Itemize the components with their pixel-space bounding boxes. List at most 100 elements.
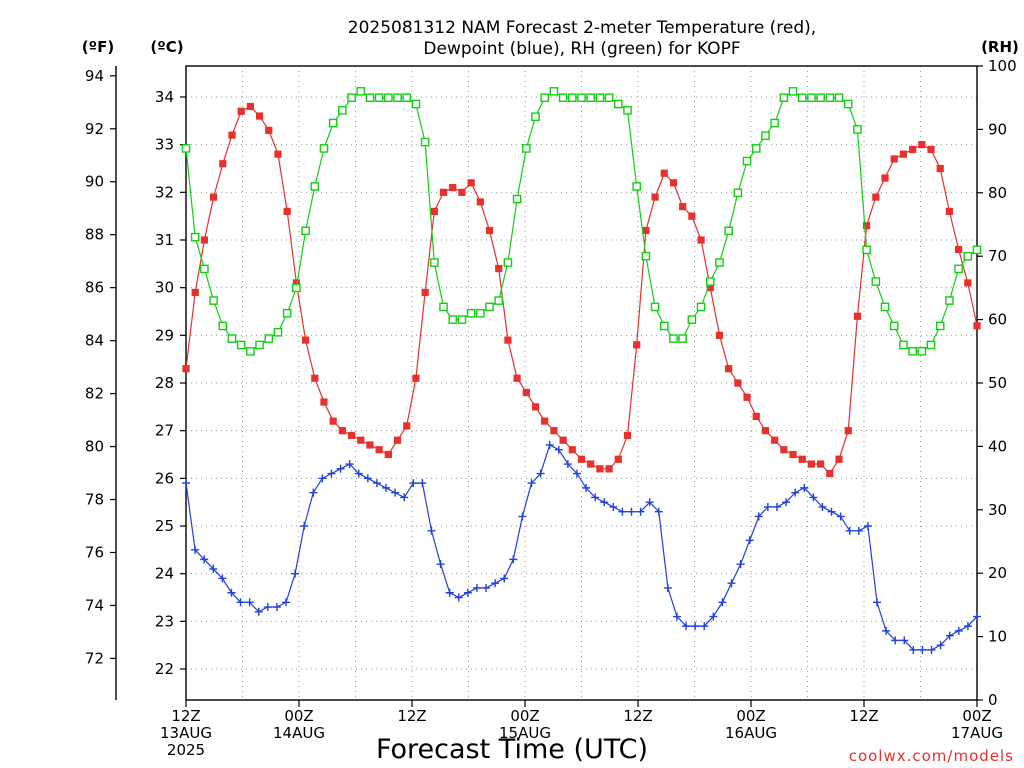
data-point <box>458 188 466 196</box>
data-point <box>274 150 282 158</box>
data-point <box>945 631 954 640</box>
data-point <box>800 483 809 492</box>
data-point <box>872 598 881 607</box>
celsius-tick-label: 27 <box>155 422 174 440</box>
data-point <box>393 436 402 444</box>
data-point <box>418 479 427 488</box>
celsius-tick-label: 26 <box>155 469 174 487</box>
data-point <box>845 526 854 535</box>
data-point <box>582 483 591 492</box>
data-point <box>292 279 300 287</box>
data-point <box>700 622 709 631</box>
data-point <box>309 488 318 497</box>
data-point <box>788 87 798 96</box>
data-point <box>320 398 328 406</box>
data-point <box>449 183 457 192</box>
fahrenheit-tick-label: 92 <box>85 120 104 138</box>
data-point <box>430 207 438 215</box>
data-point <box>880 302 890 312</box>
data-point <box>384 93 393 102</box>
data-point <box>227 334 237 343</box>
x-tick-label: 12Z <box>397 707 426 725</box>
data-point <box>264 334 274 343</box>
data-point <box>613 99 623 109</box>
data-point <box>393 93 402 102</box>
data-point <box>909 645 918 654</box>
data-point <box>835 455 843 463</box>
data-point <box>282 308 292 318</box>
data-point <box>374 93 384 102</box>
data-point <box>623 431 632 440</box>
data-point <box>669 179 678 187</box>
data-point <box>365 93 375 102</box>
data-point <box>572 469 581 478</box>
data-point <box>715 258 724 267</box>
data-point <box>909 145 917 154</box>
data-point <box>448 315 458 324</box>
fahrenheit-unit-label: (ºF) <box>82 38 114 56</box>
data-point <box>587 460 595 468</box>
data-point <box>705 277 715 286</box>
data-point <box>691 622 700 631</box>
data-point <box>347 93 356 102</box>
data-point <box>927 145 935 154</box>
data-point <box>272 603 281 612</box>
data-point <box>563 460 572 469</box>
data-point <box>540 93 550 102</box>
celsius-tick-label: 28 <box>155 374 174 392</box>
data-point <box>338 427 346 435</box>
data-point <box>522 144 531 153</box>
data-point <box>482 583 491 592</box>
data-point <box>568 93 577 102</box>
rh-tick-label: 60 <box>988 311 1007 329</box>
data-point <box>382 483 391 492</box>
data-point <box>706 284 714 292</box>
data-point <box>882 626 891 635</box>
data-point <box>292 283 301 293</box>
data-point <box>891 636 900 645</box>
data-point <box>591 493 600 502</box>
data-point <box>472 583 481 592</box>
data-point <box>672 612 681 621</box>
data-point <box>696 302 706 312</box>
data-point <box>354 469 363 478</box>
data-point <box>954 626 963 635</box>
data-point <box>328 118 338 128</box>
data-point <box>688 212 696 220</box>
data-point <box>791 488 800 497</box>
data-point <box>439 188 448 196</box>
data-point <box>627 507 636 516</box>
rh-tick-label: 100 <box>988 57 1017 75</box>
data-point <box>955 245 963 254</box>
data-point <box>779 93 789 102</box>
data-point <box>310 182 320 191</box>
data-point <box>439 302 448 312</box>
data-point <box>918 141 926 149</box>
data-point <box>191 288 199 297</box>
data-point <box>636 507 645 516</box>
celsius-tick-label: 29 <box>155 326 174 344</box>
data-point <box>503 258 513 267</box>
data-point <box>218 574 227 583</box>
data-point <box>954 264 963 274</box>
data-point <box>219 160 227 168</box>
data-point <box>228 131 236 139</box>
data-point <box>964 279 972 287</box>
data-point <box>854 526 863 535</box>
data-point <box>495 264 503 273</box>
data-point <box>743 393 751 401</box>
data-point <box>494 296 504 305</box>
data-point <box>736 560 745 569</box>
rh-tick-label: 50 <box>988 374 1007 392</box>
data-point <box>663 583 672 592</box>
grid-lines <box>186 66 977 700</box>
data-point <box>427 526 436 535</box>
data-point <box>541 417 549 425</box>
celsius-unit-label: (ºC) <box>150 38 183 56</box>
data-point <box>485 226 494 235</box>
data-point <box>651 193 659 201</box>
data-point <box>733 188 743 198</box>
data-point <box>834 93 844 102</box>
data-point <box>816 93 825 102</box>
data-point <box>973 612 981 621</box>
